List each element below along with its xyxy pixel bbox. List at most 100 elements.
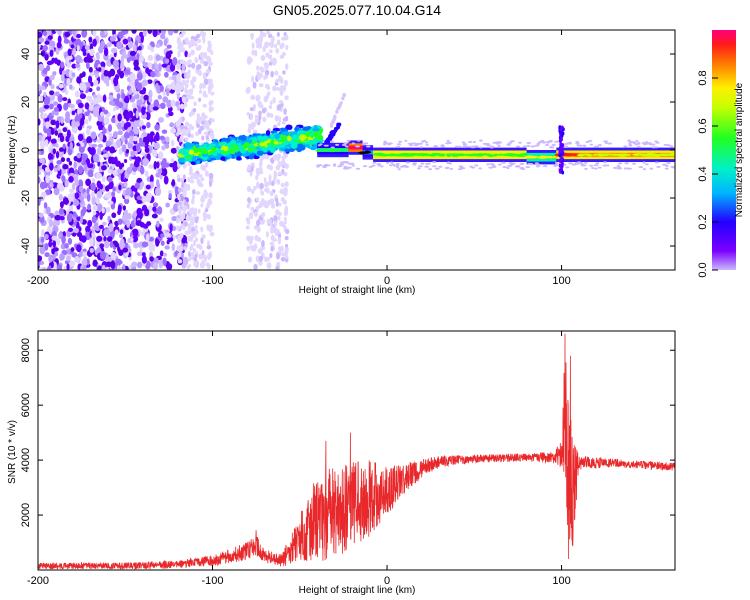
spectrogram-cell xyxy=(123,197,130,205)
spectrogram-cell xyxy=(210,107,214,111)
spectrogram-cell xyxy=(193,256,197,262)
spectrogram-cell xyxy=(274,154,279,159)
spectrogram-cell xyxy=(198,153,203,157)
spectrogram-cell xyxy=(47,225,52,234)
spectrogram-cell xyxy=(136,53,140,62)
spectrogram-cell xyxy=(176,94,180,100)
spectrogram-cell xyxy=(134,93,140,100)
spectrogram-cell xyxy=(425,144,429,147)
spectrogram-cell xyxy=(58,83,64,89)
spectrogram-cell xyxy=(44,166,51,173)
spectrogram-cell xyxy=(91,225,95,234)
spectrogram-cell xyxy=(270,245,274,252)
spectrogram-cell xyxy=(189,245,194,251)
spectrogram-cell xyxy=(207,43,212,48)
spectrogram-cell xyxy=(73,227,79,234)
spectrogram-cell xyxy=(282,85,286,92)
spectrogram-cell xyxy=(654,146,658,149)
spectrogram-cell xyxy=(502,166,508,169)
spectrogram-cell xyxy=(176,219,180,224)
spectrogram-cell xyxy=(333,115,337,119)
spectrogram-cell xyxy=(102,94,107,103)
spectrogram-cell xyxy=(159,135,165,141)
spectrogram-cell xyxy=(409,152,417,155)
spectrogram-cell xyxy=(56,30,63,36)
spectrogram-cell xyxy=(123,122,129,131)
spectrogram-cell xyxy=(465,145,470,148)
spectrogram-cell xyxy=(39,140,45,150)
snr-xtick-label: 100 xyxy=(552,575,570,587)
spectrogram-cell xyxy=(188,41,192,49)
spectrogram-cell xyxy=(644,141,649,144)
spectrogram-cell xyxy=(88,66,93,73)
spectrogram-cell xyxy=(637,142,641,145)
spectrogram-cell xyxy=(192,212,197,216)
spectrogram-cell xyxy=(208,154,213,158)
spectrogram-cell xyxy=(112,186,116,192)
spectrogram-cell xyxy=(201,120,205,125)
spectrogram-cell xyxy=(603,153,614,156)
spectrogram-cell xyxy=(207,56,212,64)
spectrogram-cell xyxy=(334,127,338,131)
colorbar-tick-label: 0.0 xyxy=(697,262,709,277)
spectrogram-cell xyxy=(258,160,263,168)
spectrogram-cell xyxy=(151,213,158,219)
spectrogram-cell xyxy=(46,265,52,270)
spectrogram-cell xyxy=(182,174,186,180)
spectrogram-cell xyxy=(267,54,273,60)
spectrogram-cell xyxy=(418,142,423,145)
spectrogram-cell xyxy=(148,138,153,143)
spectrogram-cell xyxy=(149,181,155,189)
spectrogram-cell xyxy=(59,66,63,75)
spectrogram-cell xyxy=(485,144,491,147)
spectrogram-cell xyxy=(177,157,185,163)
spectrogram-cell xyxy=(269,165,274,171)
spectrogram-cell xyxy=(60,157,66,163)
spectrogram-cell xyxy=(190,49,195,56)
spectrogram-cell xyxy=(280,256,286,262)
spectrogram-cell xyxy=(247,256,253,263)
spectrogram-cell xyxy=(279,54,285,59)
spectrogram-cell xyxy=(137,107,142,113)
spectrogram-cell xyxy=(262,45,266,53)
spectrogram-cell xyxy=(168,192,172,199)
spectrogram-cell xyxy=(142,62,149,68)
spectrogram-cell xyxy=(71,119,76,128)
spectrogram-cell xyxy=(95,97,101,104)
spectrogram-cell xyxy=(545,144,550,147)
spectrogram-cell xyxy=(284,163,289,169)
spectrogram-cell xyxy=(270,234,275,242)
spectrogram-cell xyxy=(147,54,154,61)
spectrogram-cell xyxy=(269,198,275,205)
spectrogram-cell xyxy=(72,182,76,191)
spectrogram-cell xyxy=(396,166,400,169)
spectrogram-cell xyxy=(350,162,355,165)
spectrogram-cell xyxy=(259,200,264,208)
spectrogram-cell xyxy=(261,107,266,114)
spectrogram-cell xyxy=(249,113,253,121)
spectrogram-cell xyxy=(226,137,231,143)
spectrogram-cell xyxy=(355,167,361,170)
spectrogram-cell xyxy=(184,121,190,128)
spectrogram-cell xyxy=(269,190,274,197)
spectrogram-cell xyxy=(64,90,69,95)
spectrogram-cell xyxy=(136,251,144,257)
spectrogram-cell xyxy=(397,168,401,171)
spectrogram-cell xyxy=(150,72,156,78)
spectrogram-cell xyxy=(472,140,476,143)
spectrogram-cell xyxy=(171,181,176,186)
spectrogram-cell xyxy=(129,135,134,144)
spectrogram-cell xyxy=(111,191,116,197)
spectrogram-cell xyxy=(491,154,497,157)
spectrogram-cell xyxy=(107,124,113,133)
spectrogram-cell xyxy=(91,143,98,148)
spectrogram-cell xyxy=(280,182,285,188)
spectrogram-cell xyxy=(155,43,161,48)
spectrogram-cell xyxy=(163,38,168,47)
spectrogram-cell xyxy=(175,90,180,95)
spectrogram-cell xyxy=(40,50,46,57)
spectrogram-cell xyxy=(62,97,68,102)
spectrogram-cell xyxy=(123,159,128,164)
spectrogram-cell xyxy=(81,30,88,38)
spectrogram-cell xyxy=(188,59,192,64)
